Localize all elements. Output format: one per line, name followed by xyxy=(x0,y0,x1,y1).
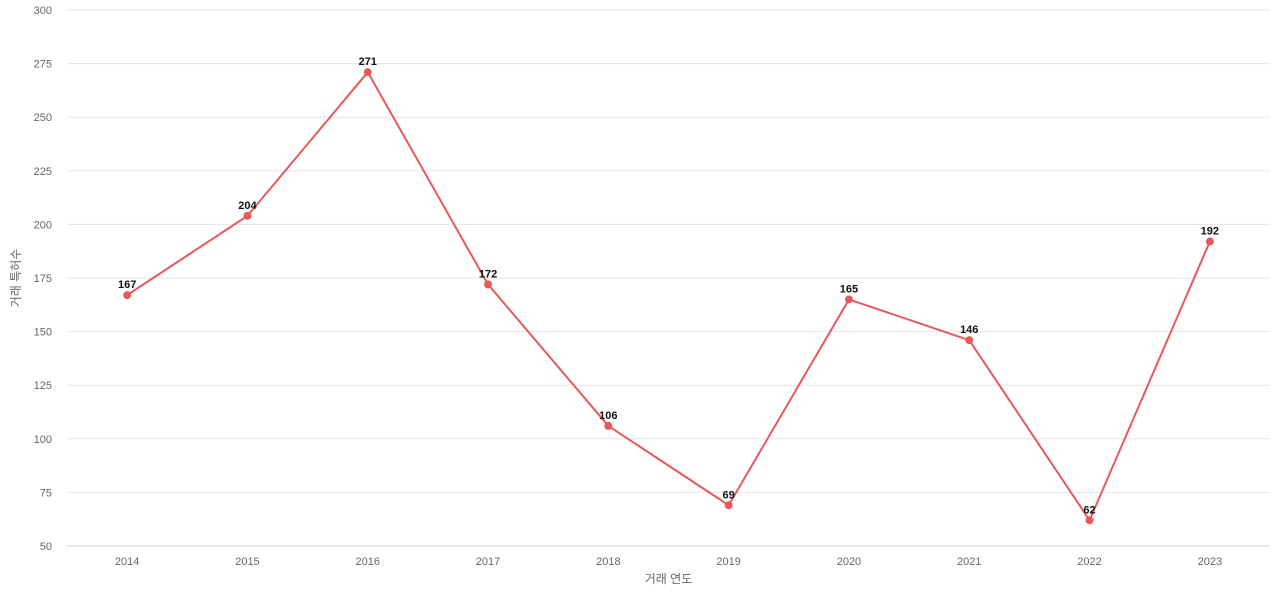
x-tick-label: 2020 xyxy=(837,556,861,568)
data-labels: 167 204 271 172 106 69 165 146 62 192 xyxy=(118,56,1219,516)
x-tick-label: 2014 xyxy=(115,556,139,568)
data-point xyxy=(604,421,613,430)
data-label: 204 xyxy=(238,200,257,212)
data-point xyxy=(363,68,372,77)
x-tick-label: 2015 xyxy=(235,556,259,568)
x-tick-label: 2017 xyxy=(476,556,500,568)
x-axis-ticks: 2014 2015 2016 2017 2018 2019 2020 2021 2022 2023 xyxy=(115,556,1222,568)
data-point xyxy=(484,280,493,289)
data-label: 172 xyxy=(479,268,497,280)
y-tick-label: 150 xyxy=(34,327,52,339)
data-label: 106 xyxy=(599,410,617,422)
y-tick-label: 100 xyxy=(34,434,52,446)
data-point xyxy=(1085,516,1094,525)
y-tick-label: 225 xyxy=(34,166,52,178)
data-point xyxy=(965,336,974,345)
y-tick-label: 300 xyxy=(34,5,52,17)
data-label: 167 xyxy=(118,279,136,291)
y-axis-ticks: 50 75 100 125 150 175 200 225 250 275 300 xyxy=(34,5,52,553)
data-label: 165 xyxy=(840,283,858,295)
data-label: 146 xyxy=(960,324,978,336)
y-tick-label: 250 xyxy=(34,112,52,124)
data-label: 192 xyxy=(1201,226,1219,238)
x-tick-label: 2023 xyxy=(1198,556,1222,568)
data-point xyxy=(123,291,132,300)
x-tick-label: 2022 xyxy=(1077,556,1101,568)
x-tick-label: 2016 xyxy=(356,556,380,568)
x-tick-label: 2018 xyxy=(596,556,620,568)
data-point xyxy=(724,501,733,510)
y-tick-label: 200 xyxy=(34,219,52,231)
series-line xyxy=(126,71,1211,522)
gridlines xyxy=(67,9,1270,547)
data-point xyxy=(844,295,853,304)
y-tick-label: 175 xyxy=(34,273,52,285)
data-label: 271 xyxy=(359,56,377,68)
series xyxy=(123,68,1214,525)
y-tick-label: 275 xyxy=(34,59,52,71)
y-tick-label: 75 xyxy=(40,487,52,499)
y-tick-label: 50 xyxy=(40,541,52,553)
x-tick-label: 2021 xyxy=(957,556,981,568)
y-tick-label: 125 xyxy=(34,380,52,392)
data-point xyxy=(243,211,252,220)
x-tick-label: 2019 xyxy=(716,556,740,568)
data-point xyxy=(1205,237,1214,246)
y-axis-title: 거래 특허수 xyxy=(9,249,23,308)
x-axis-title: 거래 연도 xyxy=(645,572,693,586)
data-label: 62 xyxy=(1083,504,1095,516)
data-label: 69 xyxy=(723,489,735,501)
